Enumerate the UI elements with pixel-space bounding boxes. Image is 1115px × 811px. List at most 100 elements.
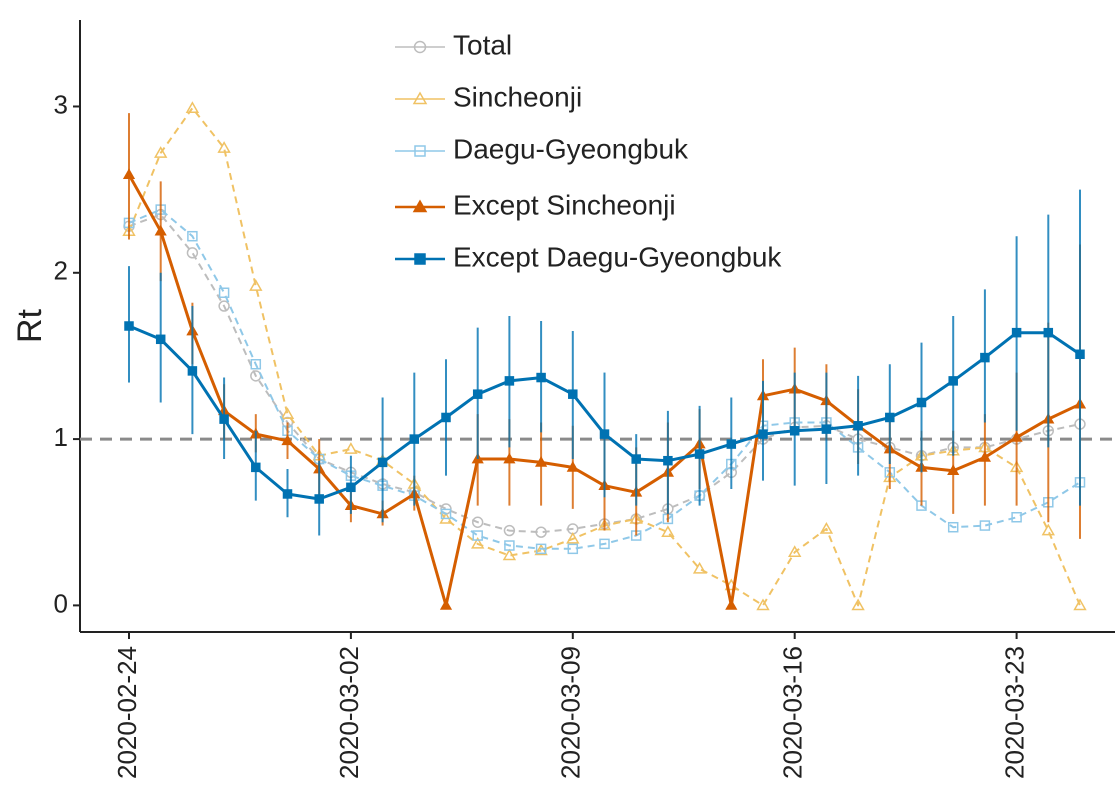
point <box>344 442 358 454</box>
point <box>566 461 579 472</box>
point <box>535 526 547 538</box>
point <box>692 561 707 574</box>
point <box>472 389 483 399</box>
x-tick-label: 2020-03-23 <box>999 646 1029 779</box>
point <box>758 429 768 439</box>
point <box>346 482 356 493</box>
point <box>280 407 295 419</box>
point <box>185 101 200 113</box>
point <box>947 464 960 476</box>
legend-item: Daegu-Gyeongbuk <box>395 133 689 164</box>
legend-item: Except Sincheonji <box>395 189 676 220</box>
legend-label: Except Daegu-Gyeongbuk <box>453 241 782 272</box>
point <box>1041 523 1055 536</box>
point <box>250 359 262 370</box>
point <box>948 376 958 386</box>
point <box>186 247 199 259</box>
point <box>1073 598 1087 611</box>
point <box>980 352 990 363</box>
point <box>471 536 485 549</box>
legend-item: Except Daegu-Gyeongbuk <box>395 241 782 272</box>
point <box>1075 349 1085 360</box>
point <box>217 141 231 153</box>
y-tick-label: 2 <box>54 256 68 286</box>
point <box>851 598 865 611</box>
point <box>441 412 451 423</box>
point <box>534 543 548 556</box>
point <box>599 429 610 439</box>
point <box>251 462 261 473</box>
point <box>979 520 991 531</box>
legend-label: Total <box>453 29 512 60</box>
legend-item: Sincheonji <box>395 81 582 112</box>
point <box>1010 431 1023 442</box>
point <box>249 279 263 291</box>
point <box>439 599 453 610</box>
point <box>821 424 832 434</box>
point <box>502 548 517 561</box>
point <box>566 531 580 544</box>
point <box>314 494 324 504</box>
point <box>1011 512 1022 523</box>
legend-marker <box>412 199 428 213</box>
point <box>187 230 198 242</box>
y-tick-label: 3 <box>54 89 68 119</box>
point <box>819 521 834 534</box>
y-axis-label: Rt <box>11 308 49 343</box>
point <box>725 599 738 610</box>
y-tick-label: 1 <box>54 422 68 452</box>
point <box>122 168 136 180</box>
point <box>219 414 229 424</box>
point <box>377 457 388 468</box>
series-line <box>128 107 1081 607</box>
legend-item: Total <box>395 29 512 60</box>
x-tick-label: 2020-03-09 <box>556 646 586 779</box>
point <box>440 508 452 520</box>
series <box>124 189 1085 536</box>
point <box>567 543 579 555</box>
legend-marker <box>412 91 428 105</box>
series <box>122 101 1087 611</box>
point <box>885 412 895 423</box>
point <box>282 489 293 499</box>
point <box>187 366 198 376</box>
legend-marker <box>414 145 426 157</box>
point <box>503 524 516 537</box>
point <box>504 376 515 386</box>
point <box>661 525 675 538</box>
point <box>218 287 230 298</box>
point <box>472 516 484 528</box>
point <box>504 540 515 551</box>
y-tick-label: 0 <box>54 588 68 618</box>
point <box>916 397 927 408</box>
x-tick-label: 2020-03-16 <box>778 646 808 779</box>
point <box>1011 327 1022 338</box>
legend-label: Daegu-Gyeongbuk <box>453 133 689 164</box>
point <box>789 426 800 436</box>
point <box>535 543 547 555</box>
point <box>155 334 166 345</box>
series <box>122 113 1087 610</box>
legend-label: Sincheonji <box>453 81 582 112</box>
point <box>694 449 705 459</box>
point <box>568 389 578 399</box>
point <box>599 538 610 550</box>
point <box>472 530 483 541</box>
point <box>124 321 134 331</box>
point <box>631 454 641 464</box>
x-tick-label: 2020-03-02 <box>334 646 364 779</box>
point <box>853 421 863 431</box>
point <box>281 434 294 446</box>
x-tick-label: 2020-02-24 <box>112 646 142 779</box>
point <box>218 300 230 312</box>
point <box>756 598 770 611</box>
point <box>535 456 548 467</box>
point <box>154 224 167 236</box>
legend-marker <box>413 40 427 54</box>
point <box>536 372 546 383</box>
legend-marker <box>414 253 426 265</box>
point <box>947 521 959 533</box>
point <box>1043 327 1054 338</box>
point <box>978 451 991 462</box>
